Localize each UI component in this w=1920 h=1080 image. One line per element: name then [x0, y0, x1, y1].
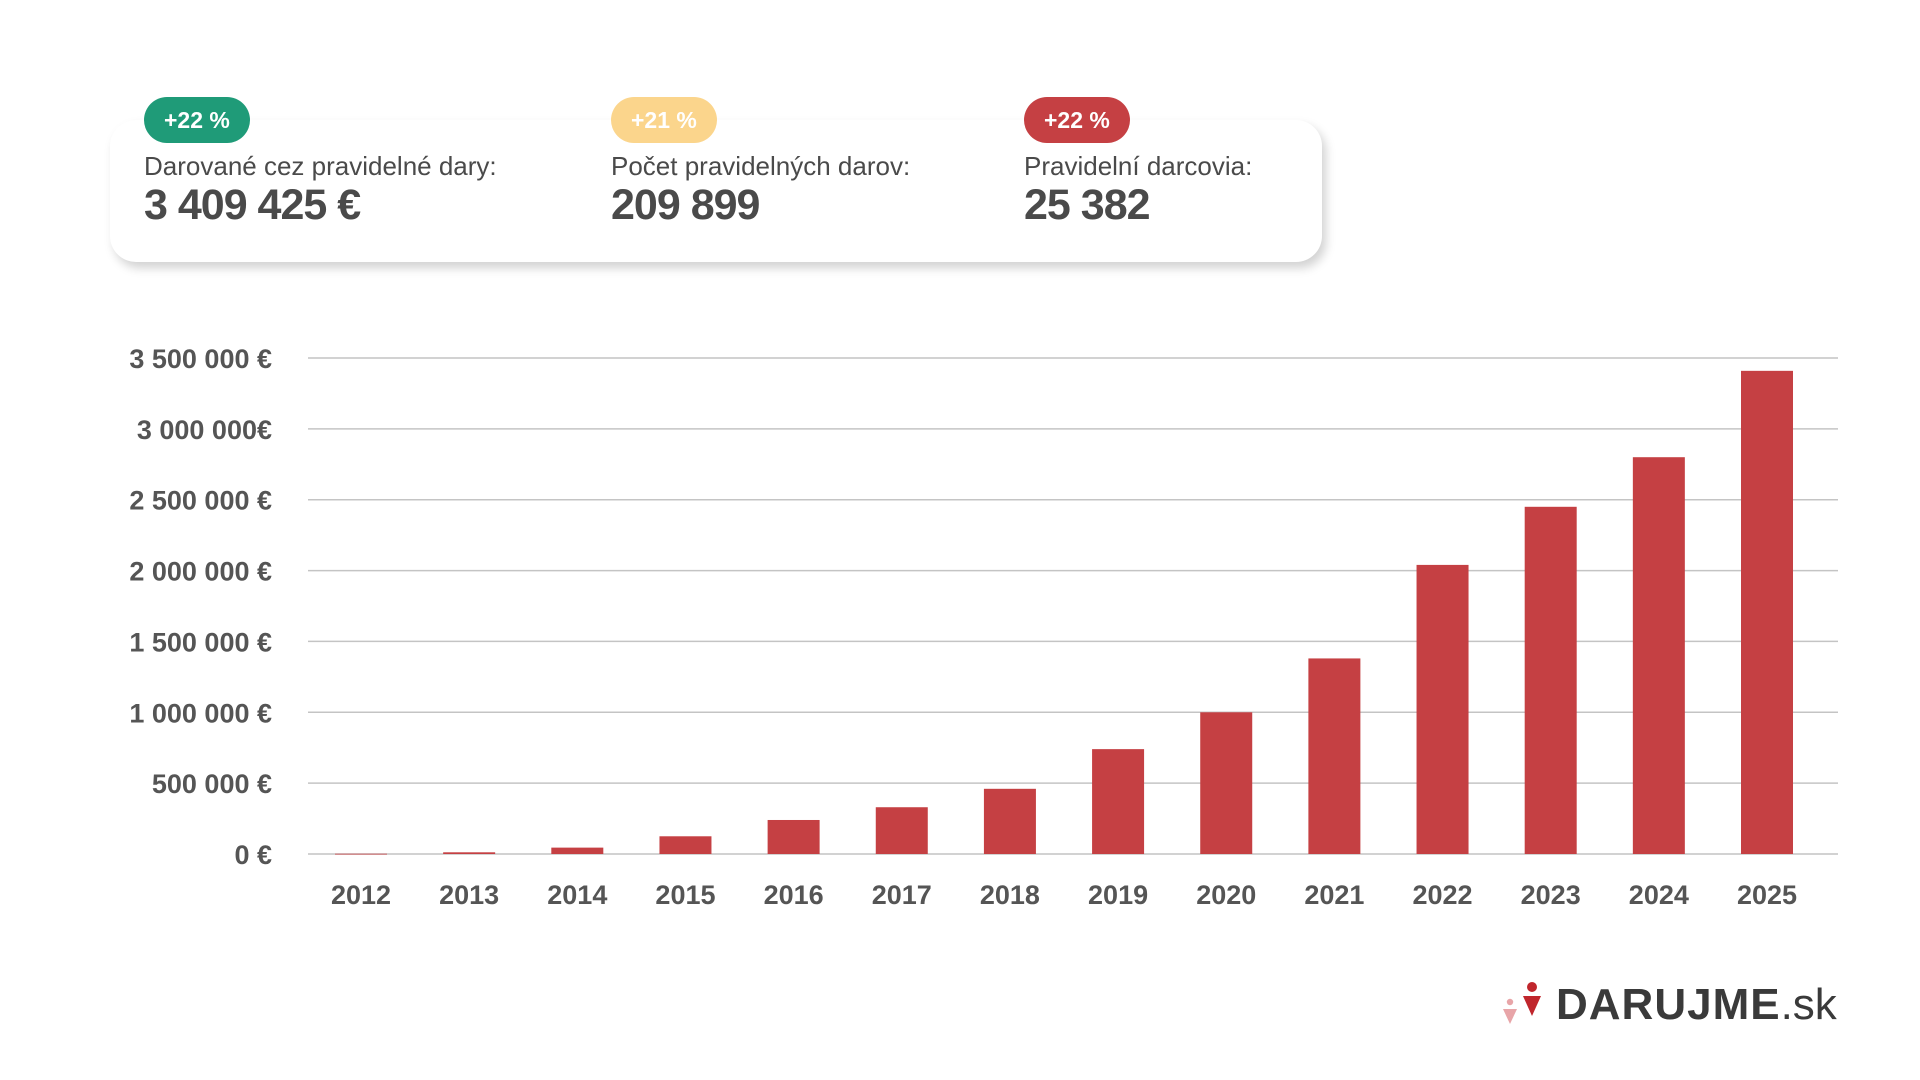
x-tick-label: 2023	[1521, 880, 1581, 910]
y-tick-label: 3 500 000 €	[129, 344, 272, 374]
stat-value-donors: 25 382	[1024, 181, 1151, 229]
y-tick-label: 500 000 €	[152, 769, 272, 799]
logo-name-light: .sk	[1780, 980, 1837, 1029]
bar-2025	[1741, 370, 1793, 854]
x-tick-label: 2015	[655, 880, 715, 910]
y-tick-label: 2 500 000 €	[129, 486, 272, 516]
growth-badge-donors: +22 %	[1024, 97, 1130, 143]
bar-2017	[875, 807, 928, 854]
growth-badge-donated: +22 %	[144, 97, 250, 143]
bar-2015	[659, 836, 712, 854]
stat-value-donated: 3 409 425 €	[144, 181, 361, 229]
stats-card	[110, 120, 1322, 262]
y-tick-label: 0 €	[234, 840, 272, 870]
y-tick-label: 2 000 000 €	[129, 557, 272, 587]
stat-label-donors: Pravidelní darcovia:	[1024, 151, 1253, 181]
x-tick-label: 2022	[1412, 880, 1472, 910]
x-tick-label: 2025	[1737, 880, 1797, 910]
x-tick-label: 2024	[1629, 880, 1689, 910]
darujme-logo: DARUJME.sk	[1494, 978, 1844, 1034]
bar-2016	[767, 819, 820, 854]
stat-value-count: 209 899	[611, 181, 760, 229]
x-tick-label: 2013	[439, 880, 499, 910]
bar-2022	[1416, 564, 1469, 854]
logo-wordmark: DARUJME.sk	[1556, 980, 1837, 1030]
bar-2019	[1092, 749, 1145, 854]
x-tick-label: 2020	[1196, 880, 1256, 910]
grid-layer	[308, 357, 1838, 855]
x-tick-label: 2019	[1088, 880, 1148, 910]
bar-2023	[1524, 506, 1577, 854]
bar-2013	[443, 852, 496, 854]
x-tick-label: 2014	[547, 880, 607, 910]
y-tick-label: 1 500 000 €	[129, 627, 272, 657]
bar-layer	[335, 370, 1793, 855]
bar-2021	[1308, 658, 1361, 854]
growth-badge-count: +21 %	[611, 97, 717, 143]
bar-2024	[1632, 457, 1685, 854]
x-axis-labels: 2012 2013 2014 2015 2016 2017 2018 2019 2020 2021…	[331, 880, 1797, 910]
stat-label-donated: Darované cez pravidelné dary:	[144, 151, 497, 181]
x-tick-label: 2021	[1304, 880, 1364, 910]
x-tick-label: 2018	[980, 880, 1040, 910]
logo-mark-icon	[1503, 982, 1541, 1024]
bar-2014	[551, 847, 604, 854]
y-tick-label: 1 000 000 €	[129, 698, 272, 728]
y-tick-label: 3 000 000€	[137, 415, 272, 445]
x-tick-label: 2016	[764, 880, 824, 910]
x-tick-label: 2012	[331, 880, 391, 910]
y-axis-labels: 0 € 500 000 € 1 000 000 € 1 500 000 € 2 000 …	[129, 344, 272, 870]
stat-label-count: Počet pravidelných darov:	[611, 151, 911, 181]
bar-2018	[983, 788, 1036, 854]
bar-2012	[335, 853, 387, 855]
bar-chart: 0 € 500 000 € 1 000 000 € 1 500 000 € 2 000 …	[129, 344, 1838, 910]
bar-2020	[1200, 712, 1253, 854]
x-tick-label: 2017	[872, 880, 932, 910]
logo-name-strong: DARUJME	[1556, 980, 1781, 1029]
